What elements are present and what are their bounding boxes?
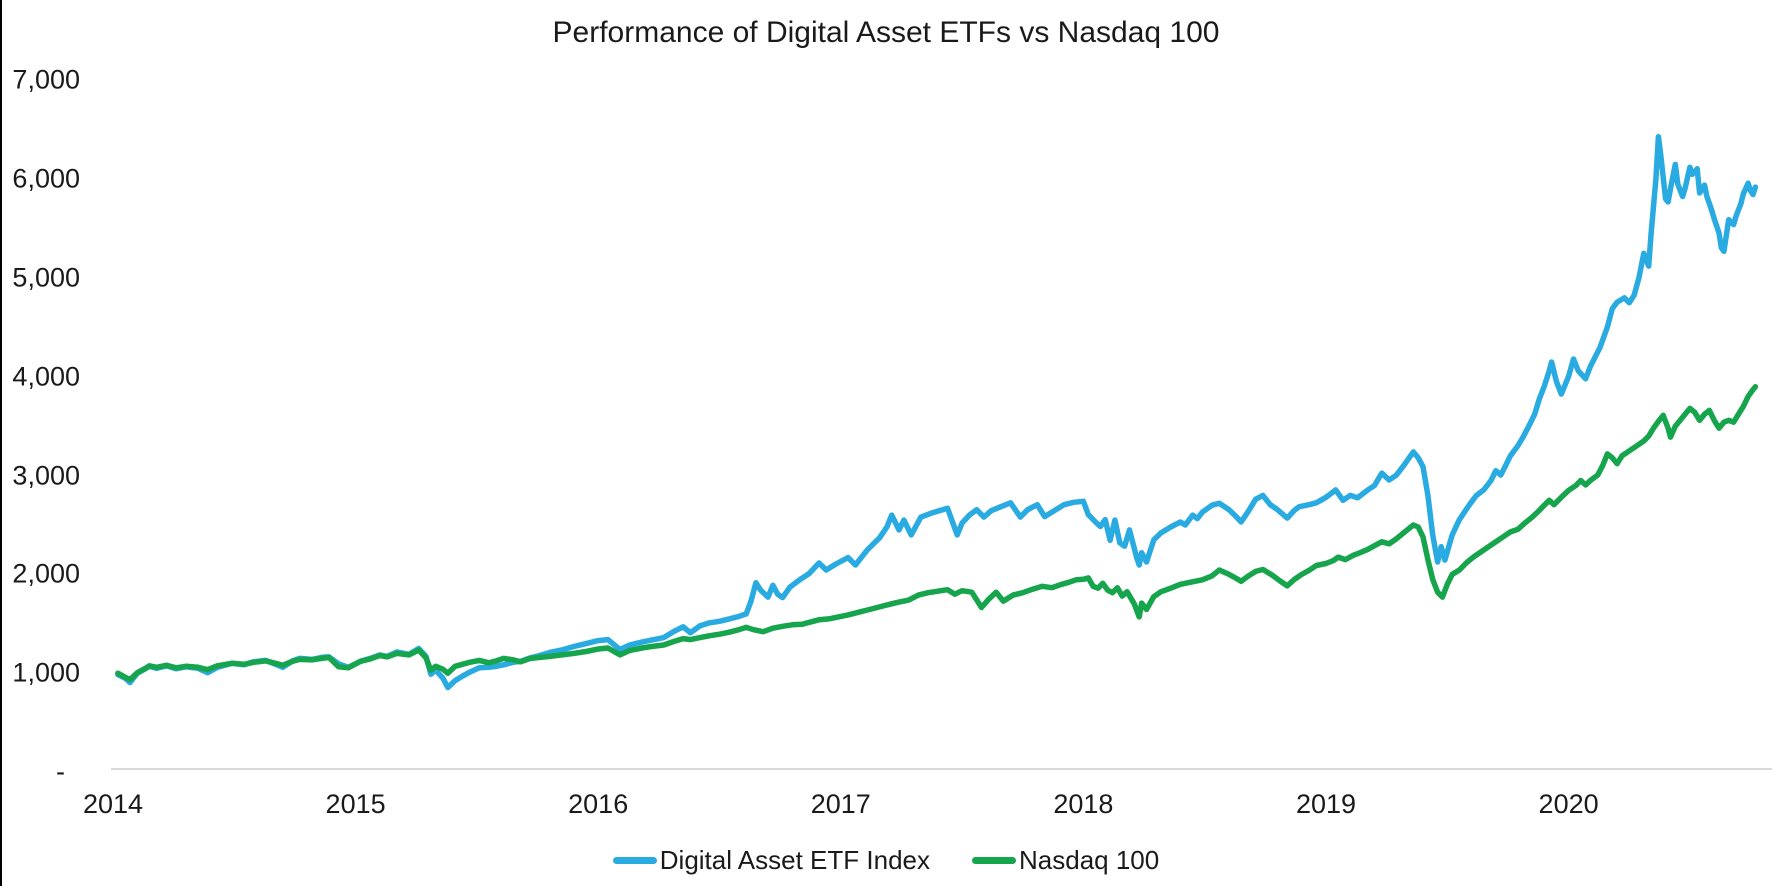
x-tick-label: 2018	[1053, 789, 1114, 819]
y-tick-label: 7,000	[12, 64, 80, 95]
digital-asset-etf-index-series-line	[115, 133, 1759, 691]
nasdaq-100-series-line	[115, 383, 1759, 683]
y-tick-label: 6,000	[12, 163, 80, 194]
legend-item-digital-asset-etf-index: Digital Asset ETF Index	[612, 845, 930, 876]
y-tick-label: -	[56, 756, 65, 787]
y-tick-label: 1,000	[12, 657, 80, 688]
x-tick-label: 2014	[82, 789, 144, 819]
y-tick-label: 5,000	[12, 262, 80, 293]
legend: Digital Asset ETF Index Nasdaq 100	[0, 845, 1772, 876]
x-tick-label: 2019	[1295, 789, 1357, 819]
y-tick-label: 3,000	[12, 460, 80, 491]
x-tick-label: 2015	[325, 789, 386, 819]
x-tick-label: 2020	[1538, 789, 1599, 819]
y-tick-label: 2,000	[12, 558, 80, 589]
x-tick-label: 2017	[810, 789, 871, 819]
digital-asset-etf-index-swatch-icon	[612, 857, 657, 864]
y-tick-label: 4,000	[12, 361, 80, 392]
nasdaq-100-swatch-icon	[972, 857, 1016, 864]
x-tick-label: 2016	[568, 789, 629, 819]
legend-label: Digital Asset ETF Index	[659, 845, 930, 875]
legend-item-nasdaq-100: Nasdaq 100	[972, 845, 1159, 876]
chart-title: Performance of Digital Asset ETFs vs Nas…	[552, 16, 1220, 49]
legend-label: Nasdaq 100	[1019, 845, 1160, 875]
y-axis-line	[0, 0, 2, 886]
x-axis-line	[111, 768, 1772, 770]
